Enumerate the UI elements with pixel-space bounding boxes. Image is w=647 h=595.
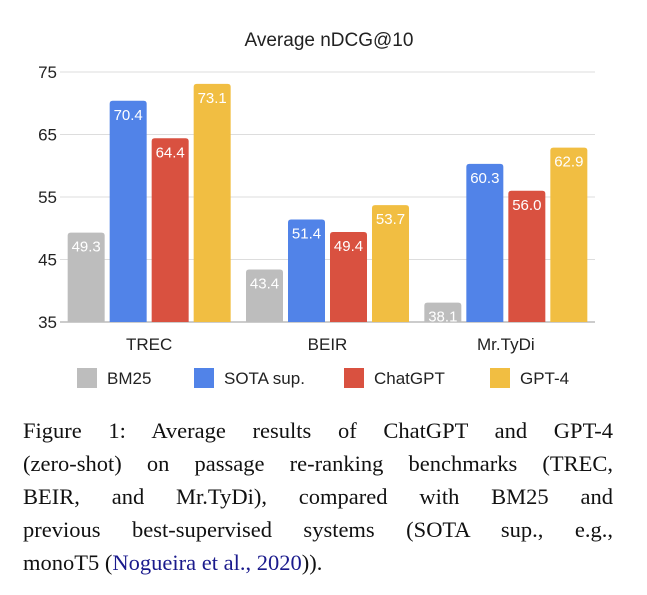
- bar-gpt-4-mr-tydi: [550, 147, 588, 322]
- bar-sota-sup--beir: [288, 219, 325, 322]
- bar-chatgpt-mr-tydi: [508, 190, 546, 322]
- data-label: 70.4: [114, 107, 143, 124]
- legend-swatch: [344, 368, 364, 388]
- bar-chatgpt-beir: [330, 232, 367, 322]
- y-tick-label: 65: [38, 126, 57, 145]
- data-label: 56.0: [512, 197, 541, 214]
- bar-gpt-4-beir: [372, 205, 409, 322]
- caption-line: (zero-shot) on passage re-ranking benchm…: [23, 451, 613, 476]
- data-label: 49.4: [334, 238, 363, 255]
- bar-bm25-trec: [67, 232, 105, 322]
- data-label: 38.1: [428, 309, 457, 326]
- x-tick-label: BEIR: [308, 335, 348, 354]
- bar-chart: Average nDCG@10 35 45 55 65 75 49.3 70.4 64.4 7…: [38, 30, 595, 388]
- bar-bm25-mr-tydi: [424, 302, 462, 322]
- data-label: 62.9: [554, 154, 583, 171]
- x-tick-label: Mr.TyDi: [477, 335, 535, 354]
- y-tick-label: 35: [38, 313, 57, 332]
- figure-caption: Figure 1: Average results of ChatGPT and…: [23, 414, 613, 579]
- citation-link[interactable]: Nogueira et al., 2020: [112, 550, 302, 575]
- bar-sota-sup--mr-tydi: [466, 163, 504, 322]
- data-label: 51.4: [292, 226, 321, 243]
- caption-line: Figure 1: Average results of ChatGPT and…: [23, 418, 613, 443]
- bar-gpt-4-trec: [193, 83, 231, 322]
- data-label: 60.3: [470, 170, 499, 187]
- data-label: 73.1: [198, 90, 227, 107]
- chart-title: Average nDCG@10: [245, 30, 414, 51]
- bar-bm25-beir: [246, 269, 283, 322]
- y-tick-label: 45: [38, 251, 57, 270]
- x-tick-label: TREC: [126, 335, 172, 354]
- data-label: 53.7: [376, 211, 405, 228]
- y-tick-label: 75: [38, 63, 57, 82]
- bar-sota-sup--trec: [109, 100, 147, 322]
- legend-label: BM25: [107, 369, 151, 388]
- bar-chatgpt-trec: [151, 138, 189, 322]
- caption-text: monoT5 (: [23, 550, 113, 575]
- caption-line: monoT5 (Nogueira et al., 2020)).: [23, 546, 613, 579]
- legend-label: ChatGPT: [374, 369, 445, 388]
- y-tick-label: 55: [38, 188, 57, 207]
- legend-label: SOTA sup.: [224, 369, 305, 388]
- legend-swatch: [194, 368, 214, 388]
- caption-line: previous best-supervised systems (SOTA s…: [23, 517, 613, 542]
- data-label: 43.4: [250, 276, 279, 293]
- caption-line: BEIR, and Mr.TyDi), compared with BM25 a…: [23, 484, 613, 509]
- caption-text: )).: [301, 550, 323, 575]
- legend-swatch: [490, 368, 510, 388]
- legend-label: GPT-4: [520, 369, 569, 388]
- data-label: 64.4: [156, 144, 185, 161]
- data-label: 49.3: [72, 239, 101, 256]
- legend-swatch: [77, 368, 97, 388]
